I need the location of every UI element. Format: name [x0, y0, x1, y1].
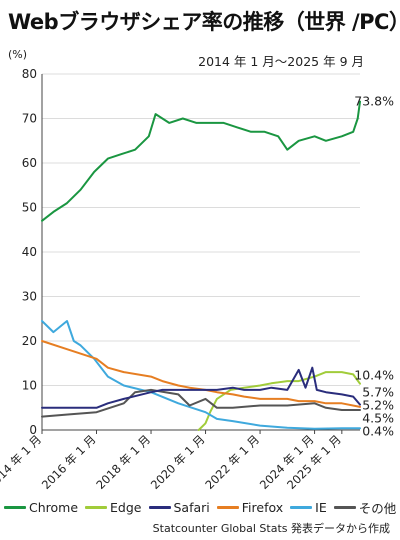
legend-label: Safari [173, 500, 210, 515]
x-tick-label: 2022 年 1 月 [202, 432, 262, 492]
legend-item-edge: Edge [85, 500, 142, 515]
series-line-edge [197, 371, 361, 431]
legend-swatch [4, 506, 26, 509]
end-labels: 73.8% 10.4% 5.7%5.2%4.5%0.4% [354, 94, 394, 439]
y-tick-label: 30 [22, 290, 37, 304]
legend-item-chrome: Chrome [4, 500, 78, 515]
legend-swatch [85, 506, 108, 509]
series-line-firefox [41, 340, 361, 408]
x-tick-label: 2020 年 1 月 [148, 432, 208, 492]
legend-item-firefox: Firefox [216, 500, 284, 515]
y-tick-label: 60 [22, 156, 37, 170]
legend-label: その他 [358, 501, 397, 516]
legend-swatch [148, 506, 171, 509]
x-tick-label: 2018 年 1 月 [93, 432, 153, 492]
series-line-ie [41, 320, 361, 430]
end-label-firefox: 5.2% [362, 398, 394, 413]
end-label-safari: 5.7% [362, 385, 394, 400]
series-lines [41, 100, 361, 431]
series-line-safari [41, 366, 361, 409]
legend-item-ie: IE [290, 500, 327, 515]
legend-label: Firefox [241, 500, 284, 515]
source-note: Statcounter Global Stats 発表データから作成 [152, 522, 390, 535]
y-tick-label: 20 [22, 334, 37, 348]
series-line-other [41, 388, 361, 418]
end-label-other: 4.5% [362, 411, 394, 426]
y-tick-label: 10 [22, 379, 37, 393]
grid [42, 73, 360, 431]
legend-label: Edge [110, 500, 142, 515]
legend-label: IE [315, 500, 327, 515]
x-tick-label: 2014 年 1 月 [0, 432, 44, 492]
x-tick-label: 2016 年 1 月 [39, 432, 99, 492]
legend-item-other: その他 [333, 498, 397, 517]
chart-subtitle: 2014 年 1 月～2025 年 9 月 [198, 54, 364, 69]
legend-swatch [216, 506, 239, 509]
end-label-ie: 0.4% [362, 424, 394, 439]
legend-swatch [333, 506, 356, 509]
legend-swatch [290, 506, 313, 509]
legend-item-safari: Safari [148, 500, 210, 515]
series-line-chrome [41, 100, 361, 222]
legend-label: Chrome [29, 500, 79, 515]
y-tick-label: 40 [22, 245, 37, 259]
y-tick-label: 50 [22, 201, 37, 215]
y-tick-label: 70 [22, 112, 37, 126]
chart-title: Webブラウザシェア率の推移（世界 /PC） [8, 10, 400, 34]
end-label-edge: 10.4% [354, 368, 394, 383]
y-axis-unit-label: (%) [8, 48, 27, 61]
end-label-chrome: 73.8% [354, 94, 394, 109]
legend: Chrome Edge Safari Firefox IE その他 [4, 498, 396, 517]
y-tick-label: 80 [22, 67, 37, 81]
y-tick-label: 0 [29, 423, 37, 437]
